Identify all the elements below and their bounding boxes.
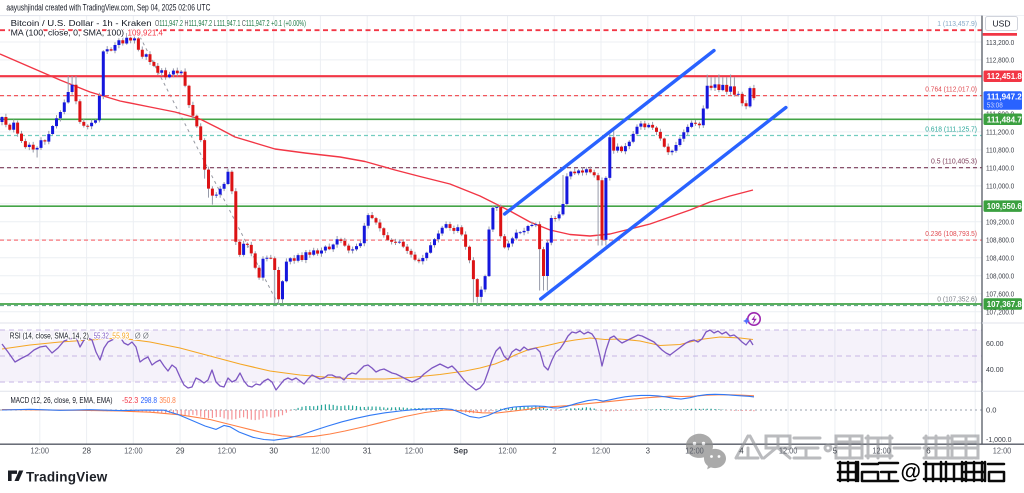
svg-text:MA (100, close, 0, SMA, 100): MA (100, close, 0, SMA, 100): [11, 28, 125, 38]
svg-text:12:00: 12:00: [779, 447, 798, 456]
svg-text:111,947.2: 111,947.2: [987, 93, 1023, 102]
svg-text:109,921.4: 109,921.4: [128, 28, 164, 38]
svg-text:5: 5: [833, 447, 838, 456]
svg-text:12:00: 12:00: [872, 447, 891, 456]
svg-text:1 (113,457.9): 1 (113,457.9): [937, 19, 977, 28]
svg-text:RSI (14, close, SMA, 14, 2): RSI (14, close, SMA, 14, 2): [10, 331, 89, 341]
svg-text:350.8: 350.8: [159, 395, 176, 405]
svg-text:110,400.0: 110,400.0: [986, 164, 1014, 173]
svg-text:aayushjindal created with Trad: aayushjindal created with TradingView.co…: [6, 2, 210, 12]
svg-text:111,200.0: 111,200.0: [986, 128, 1014, 137]
svg-text:-52.3: -52.3: [122, 395, 139, 405]
svg-text:107,600.0: 107,600.0: [986, 290, 1014, 299]
svg-text:12:00: 12:00: [993, 447, 1012, 456]
svg-text:Ø Ø: Ø Ø: [135, 331, 149, 341]
svg-text:298.8: 298.8: [141, 395, 158, 405]
svg-text:12:00: 12:00: [124, 447, 143, 456]
svg-text:12:00: 12:00: [311, 447, 330, 456]
svg-text:12:00: 12:00: [405, 447, 424, 456]
svg-text:O111,947.2 H111,947.2 L111,947: O111,947.2 H111,947.2 L111,947.1 C111,94…: [155, 18, 306, 28]
svg-text:110,000.0: 110,000.0: [986, 182, 1014, 191]
svg-text:112,451.8: 112,451.8: [987, 72, 1023, 81]
svg-text:53:08: 53:08: [987, 101, 1003, 110]
svg-text:0 (107,352.6): 0 (107,352.6): [937, 295, 977, 304]
svg-text:0.0: 0.0: [986, 406, 997, 415]
svg-text:60.00: 60.00: [986, 339, 1004, 348]
svg-text:108,000.0: 108,000.0: [986, 272, 1014, 281]
svg-text:0.618 (111,125.7): 0.618 (111,125.7): [925, 125, 977, 134]
svg-text:0.5 (110,405.3): 0.5 (110,405.3): [931, 157, 977, 166]
svg-text:109,550.6: 109,550.6: [987, 202, 1023, 211]
svg-text:MACD (12, 26, close, 9, EMA, E: MACD (12, 26, close, 9, EMA, EMA): [11, 395, 113, 405]
svg-text:107,200.0: 107,200.0: [986, 308, 1014, 317]
svg-text:0.764 (112,017.0): 0.764 (112,017.0): [925, 85, 977, 94]
svg-text:111,484.7: 111,484.7: [987, 115, 1023, 124]
svg-text:6: 6: [926, 447, 931, 456]
svg-text:31: 31: [363, 447, 372, 456]
svg-text:108,400.0: 108,400.0: [986, 254, 1014, 263]
svg-text:-1,000.0: -1,000.0: [986, 435, 1012, 444]
svg-text:TradingView: TradingView: [26, 470, 108, 485]
svg-text:40.00: 40.00: [986, 365, 1004, 374]
svg-text:3: 3: [646, 447, 651, 456]
svg-text:@: @: [901, 461, 921, 484]
svg-text:4: 4: [739, 447, 744, 456]
svg-text:109,200.0: 109,200.0: [986, 218, 1014, 227]
svg-text:12:00: 12:00: [685, 447, 704, 456]
svg-text:30: 30: [269, 447, 278, 456]
svg-text:12:00: 12:00: [218, 447, 237, 456]
svg-text:107,367.8: 107,367.8: [987, 300, 1023, 309]
svg-text:Bitcoin / U.S. Dollar - 1h - K: Bitcoin / U.S. Dollar - 1h - Kraken: [11, 18, 152, 28]
svg-text:USD: USD: [993, 19, 1011, 29]
svg-text:12:00: 12:00: [592, 447, 611, 456]
svg-text:112,800.0: 112,800.0: [986, 56, 1014, 65]
svg-text:Sep: Sep: [453, 447, 468, 456]
svg-text:108,800.0: 108,800.0: [986, 236, 1014, 245]
svg-text:110,800.0: 110,800.0: [986, 146, 1014, 155]
svg-text:28: 28: [82, 447, 91, 456]
svg-text:29: 29: [176, 447, 185, 456]
svg-text:113,200.0: 113,200.0: [986, 38, 1014, 47]
svg-text:12:00: 12:00: [31, 447, 50, 456]
svg-text:12:00: 12:00: [498, 447, 517, 456]
svg-text:55.93: 55.93: [112, 331, 129, 341]
svg-text:2: 2: [552, 447, 556, 456]
svg-text:0.236 (108,793.5): 0.236 (108,793.5): [925, 229, 977, 238]
svg-text:55.32: 55.32: [94, 331, 109, 341]
